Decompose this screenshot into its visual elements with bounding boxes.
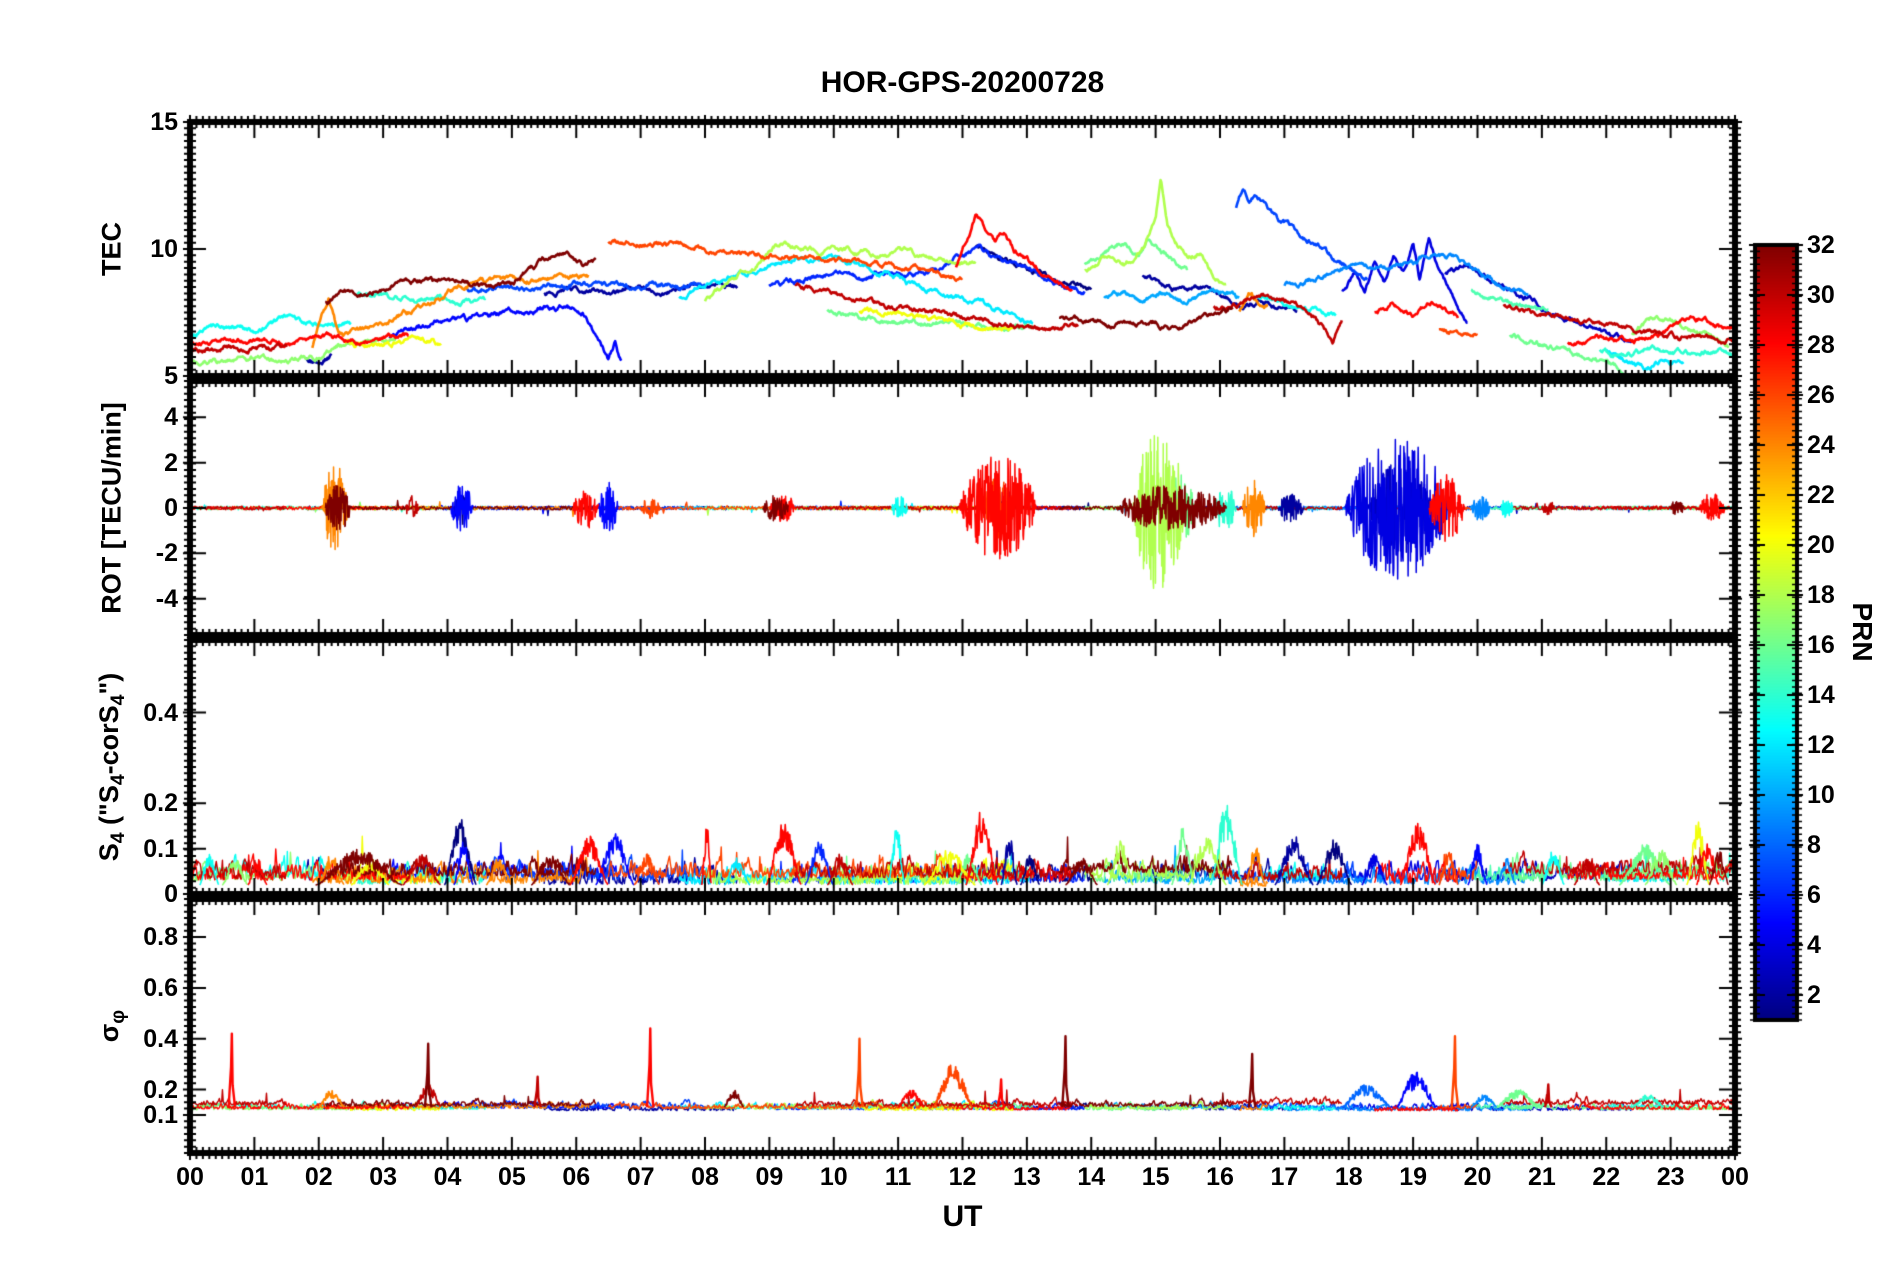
y-tick-label: 0.1 — [143, 834, 178, 863]
colorbar-tick-label: 12 — [1807, 731, 1835, 759]
x-tick-label: 21 — [1527, 1163, 1556, 1191]
colorbar-tick-label: 22 — [1807, 481, 1835, 509]
x-tick-label: 11 — [884, 1163, 912, 1191]
colorbar-tick-label: 30 — [1807, 281, 1835, 309]
colorbar-tick-label: 8 — [1807, 831, 1821, 859]
y-tick-label: 5 — [164, 362, 178, 390]
colorbar-label: PRN — [1847, 602, 1878, 662]
y-tick-label: 0.1 — [143, 1100, 178, 1129]
y-tick-label: 0.8 — [143, 923, 178, 952]
panel-tec: TEC 5 10 15 — [97, 108, 1749, 390]
x-tick-label: 17 — [1270, 1163, 1299, 1191]
panel-canvas-s4 — [176, 626, 1749, 908]
colorbar-tick-label: 4 — [1807, 931, 1821, 959]
panel-canvas-tec — [176, 108, 1749, 390]
x-tick-label: 23 — [1656, 1163, 1685, 1191]
x-tick-label: 12 — [948, 1163, 977, 1191]
colorbar-tick-label: 14 — [1807, 681, 1835, 709]
y-tick-label: 4 — [164, 403, 178, 432]
panel-canvas-rot — [176, 367, 1749, 649]
y-tick-label: 0 — [164, 880, 178, 908]
x-tick-label: 14 — [1077, 1163, 1106, 1191]
x-tick-label: 13 — [1012, 1163, 1041, 1191]
x-tick-label: 07 — [626, 1163, 655, 1191]
x-tick-label: 00 — [1721, 1163, 1749, 1191]
panel-rot: ROT [TECU/min] -4 -2 0 2 4 — [97, 367, 1749, 649]
y-tick-label: 15 — [150, 108, 178, 136]
y-tick-label: 0.4 — [143, 1024, 178, 1053]
y-tick-label: 0.2 — [143, 1075, 178, 1104]
x-tick-label: 02 — [304, 1163, 333, 1191]
x-tick-label: 10 — [819, 1163, 848, 1191]
x-tick-label: 01 — [240, 1163, 269, 1191]
y-tick-label: 0 — [164, 494, 178, 522]
x-tick-label: 16 — [1206, 1163, 1234, 1191]
colorbar-tick-label: 10 — [1807, 781, 1835, 809]
x-tick-label: 06 — [562, 1163, 591, 1191]
x-tick-label: 04 — [433, 1163, 462, 1191]
x-tick-label: 09 — [755, 1163, 784, 1191]
colorbar-tick-label: 28 — [1807, 331, 1835, 359]
colorbar-tick-label: 18 — [1807, 581, 1835, 609]
x-tick-label: 05 — [497, 1163, 526, 1191]
colorbar-tick-label: 6 — [1807, 881, 1821, 909]
panel-s4: S4 ("S4-corS4") 0 0.1 0.2 0.4 — [94, 626, 1749, 908]
x-tick-label: 03 — [369, 1163, 398, 1191]
colorbar-tick-label: 20 — [1807, 531, 1835, 559]
chart-title: HOR-GPS-20200728 — [820, 66, 1105, 99]
colorbar-tick-label: 24 — [1807, 431, 1835, 459]
x-tick-label: 08 — [691, 1163, 719, 1191]
colorbar-tick-label: 26 — [1807, 381, 1835, 409]
y-tick-label: 2 — [164, 448, 178, 477]
colorbar-tick-label: 32 — [1807, 231, 1835, 259]
x-tick-label: 15 — [1141, 1163, 1170, 1191]
x-tick-label: 19 — [1399, 1163, 1428, 1191]
y-tick-label: 0.2 — [143, 789, 178, 818]
colorbar-tick-label: 16 — [1807, 631, 1835, 659]
x-tick-label: 00 — [176, 1163, 204, 1191]
x-tick-label: 18 — [1334, 1163, 1363, 1191]
y-tick-label: -4 — [155, 584, 178, 613]
panel-canvas-sigma — [176, 885, 1749, 1167]
y-tick-label: -2 — [155, 539, 178, 568]
x-tick-label: 20 — [1463, 1163, 1492, 1191]
colorbar-canvas — [1741, 231, 1811, 1034]
y-tick-label: 10 — [150, 235, 178, 263]
y-tick-label: 0.6 — [143, 973, 178, 1002]
y-tick-label: 0.4 — [143, 698, 178, 727]
colorbar-tick-label: 2 — [1807, 981, 1821, 1009]
panel-sigma: σφ 0.1 0.2 0.4 0.6 0.8 — [94, 885, 1749, 1167]
x-tick-label: 22 — [1592, 1163, 1621, 1191]
x-axis-label: UT — [942, 1200, 983, 1233]
